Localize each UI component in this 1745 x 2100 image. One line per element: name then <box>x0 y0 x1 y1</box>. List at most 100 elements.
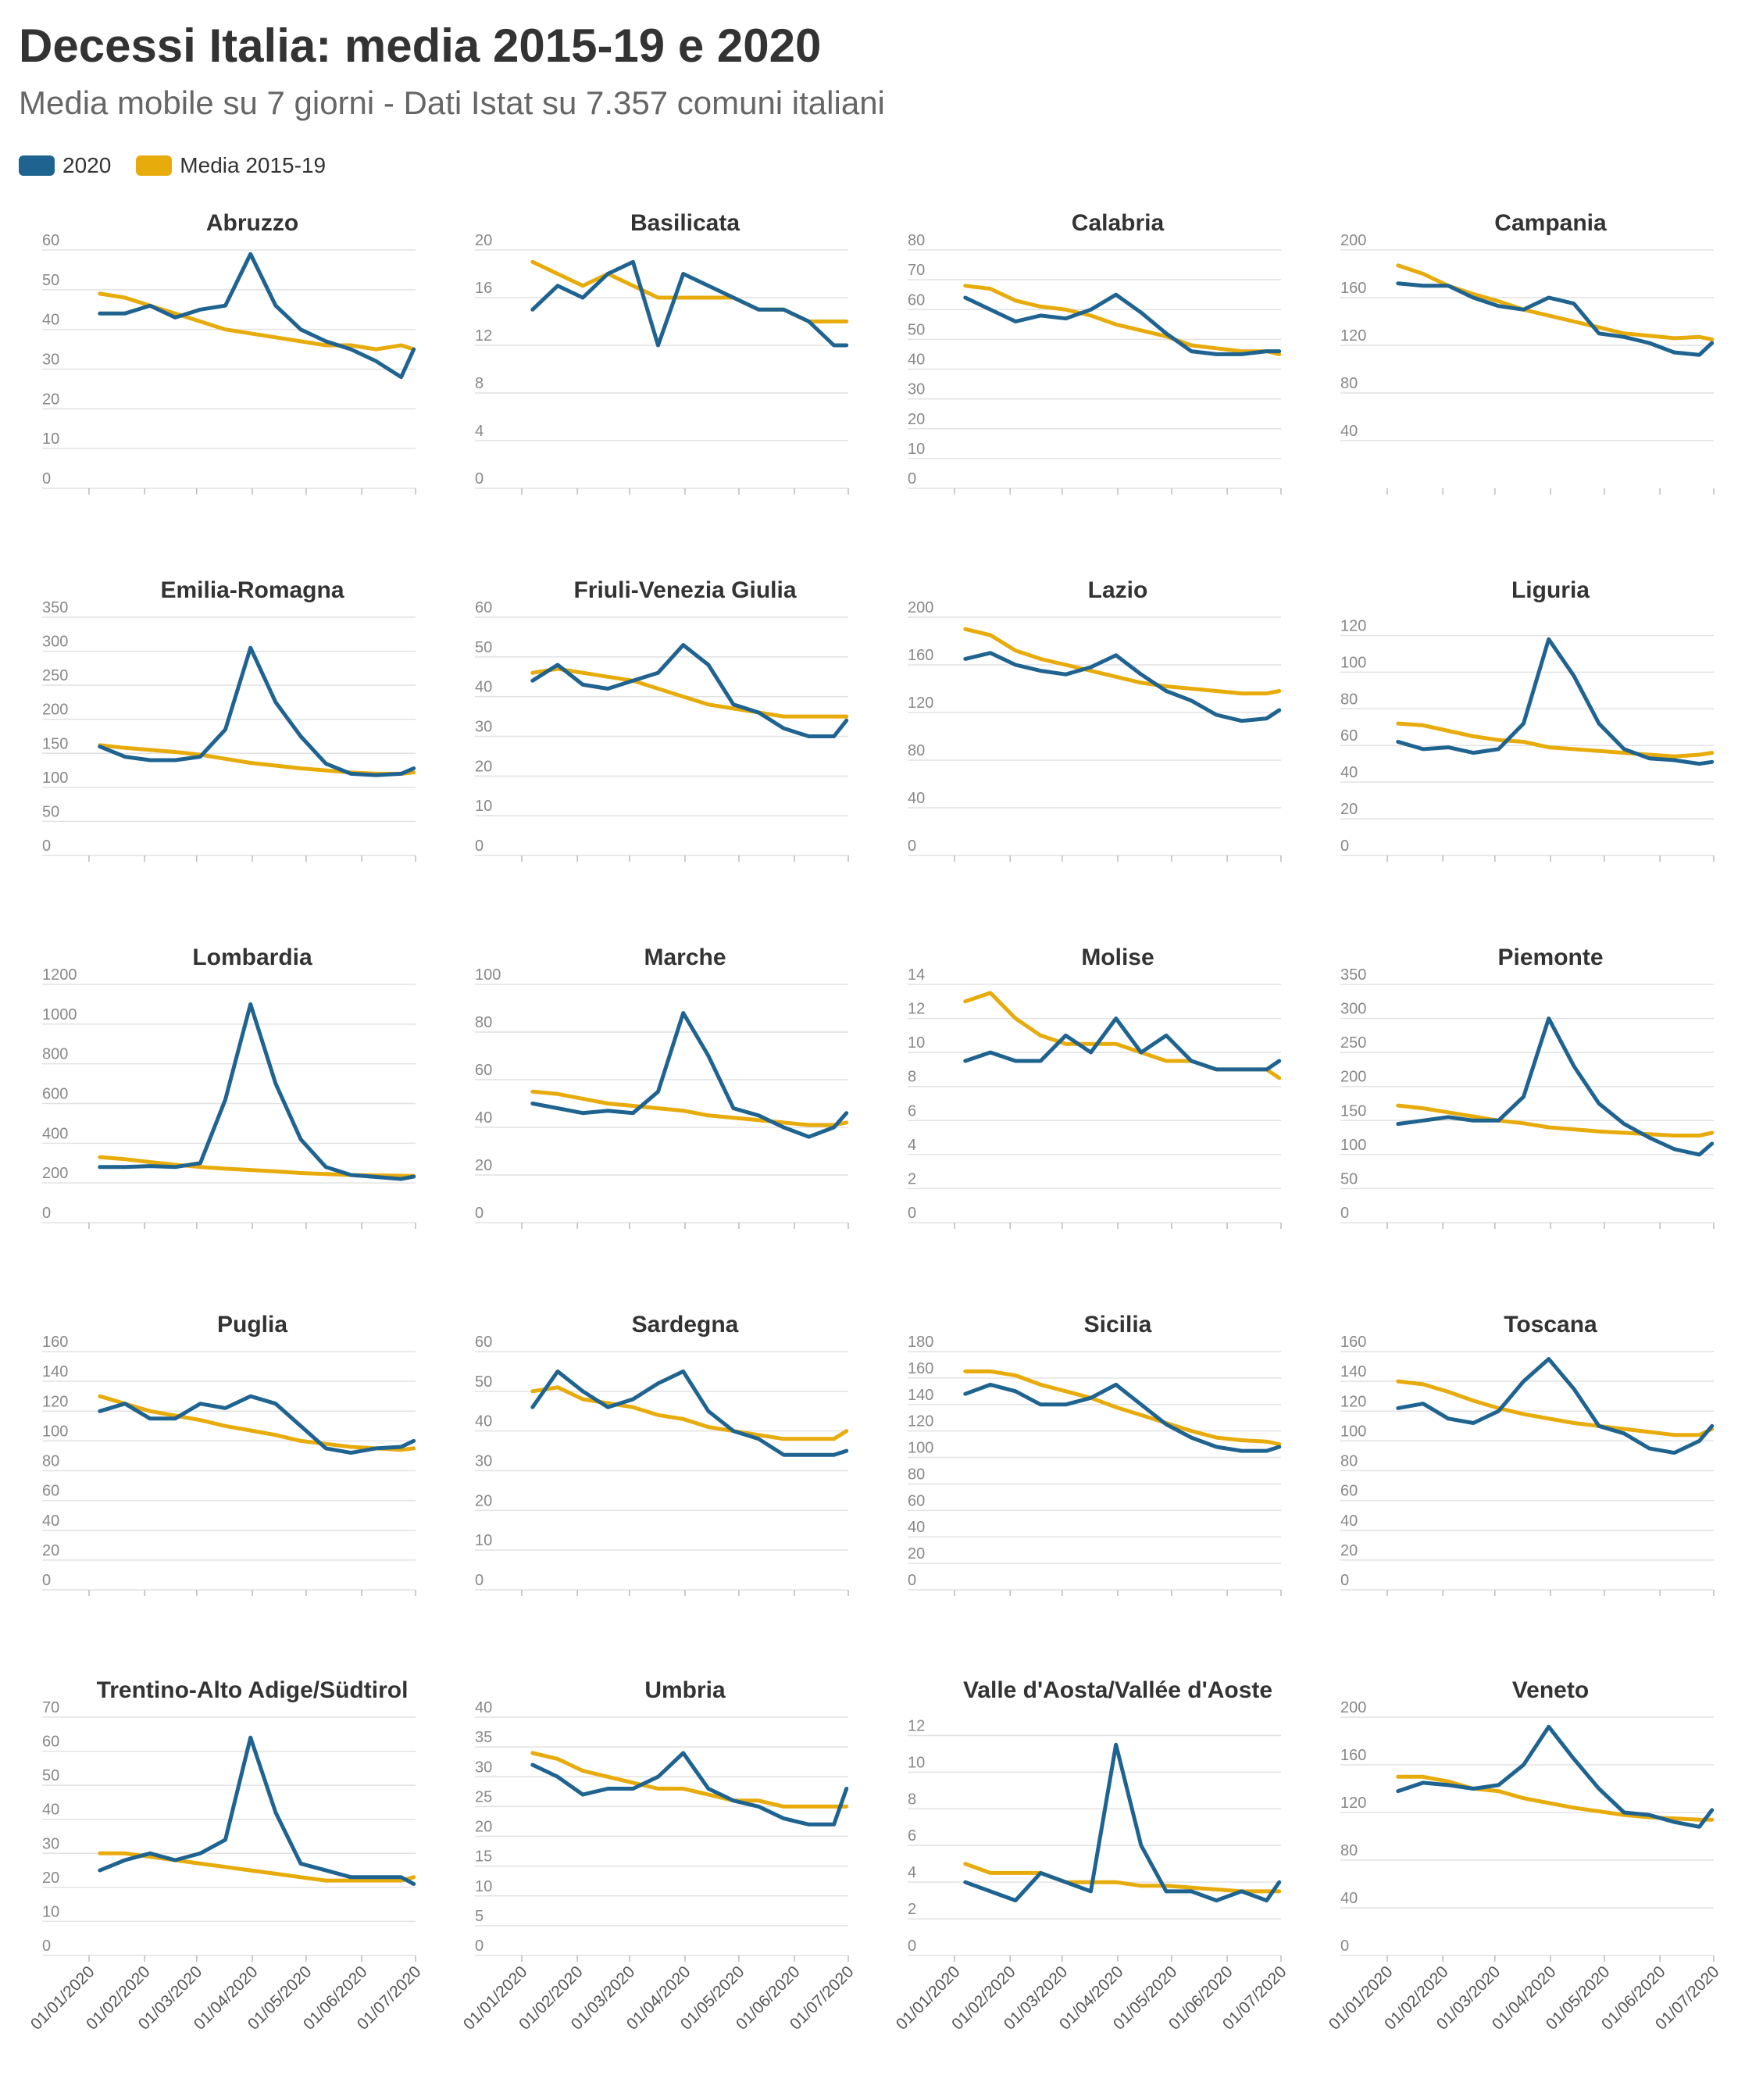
y-tick-label: 0 <box>908 1205 916 1222</box>
panel-title: Toscana <box>1504 1312 1597 1338</box>
y-tick-label: 80 <box>908 1466 925 1483</box>
series-line-media-2015-19 <box>1396 1774 1715 1822</box>
y-tick-label: 50 <box>908 321 925 338</box>
y-tick-label: 6 <box>908 1102 916 1120</box>
panel-friuli-venezia-giulia: Friuli-Venezia Giulia 0 10 20 30 40 50 60 <box>475 577 849 862</box>
series-line-2020 <box>963 651 1282 723</box>
y-tick-label: 10 <box>475 1878 492 1895</box>
y-tick-label: 100 <box>908 1440 933 1457</box>
y-tick-label: 40 <box>908 352 925 369</box>
y-tick-label: 0 <box>42 838 51 855</box>
chart-subtitle: Media mobile su 7 giorni - Dati Istat su… <box>19 84 885 121</box>
y-tick-label: 40 <box>1340 764 1358 781</box>
y-tick-label: 70 <box>908 262 925 279</box>
panel-puglia: Puglia 0 20 40 60 80 100 120 140 160 <box>42 1312 416 1596</box>
legend-label-2020: 2020 <box>62 153 112 177</box>
series-line-2020 <box>963 292 1282 356</box>
y-tick-label: 80 <box>1340 1453 1358 1470</box>
y-tick-label: 100 <box>1340 1137 1366 1154</box>
y-tick-label: 80 <box>908 232 925 249</box>
y-tick-label: 50 <box>475 639 492 656</box>
y-tick-label: 60 <box>475 1062 492 1079</box>
panel-valle-d-aosta-vallee-d-aoste: Valle d'Aosta/Vallée d'Aoste02468101201/… <box>893 1677 1290 2034</box>
y-tick-label: 50 <box>42 272 59 289</box>
y-tick-label: 1200 <box>42 966 77 984</box>
y-tick-label: 25 <box>475 1788 492 1805</box>
y-tick-label: 6 <box>908 1827 916 1845</box>
series-line-2020 <box>1396 1724 1715 1829</box>
panel-trentino-alto-adige-sudtirol: Trentino-Alto Adige/Südtirol 0 10 20 30 40 50 6… <box>27 1677 425 2034</box>
y-tick-label: 250 <box>1340 1034 1366 1052</box>
y-tick-label: 12 <box>475 327 492 345</box>
y-tick-label: 40 <box>1340 423 1358 440</box>
y-tick-label: 0 <box>475 1572 484 1589</box>
panel-title: Lazio <box>1088 577 1148 603</box>
y-tick-label: 10 <box>42 1903 59 1920</box>
panel-lombardia: Lombardia 0 200 400 600 800 1000 1200 <box>42 945 416 1229</box>
panel-title: Basilicata <box>630 210 740 236</box>
y-tick-label: 10 <box>42 430 59 448</box>
series-line-2020 <box>98 252 416 380</box>
y-tick-label: 12 <box>908 1717 925 1734</box>
y-tick-label: 0 <box>475 838 484 855</box>
y-tick-label: 14 <box>908 966 925 984</box>
y-tick-label: 60 <box>1340 727 1358 745</box>
y-tick-label: 200 <box>42 1165 68 1182</box>
y-tick-label: 40 <box>42 312 59 329</box>
y-tick-label: 160 <box>908 1360 933 1377</box>
series-line-media-2015-19 <box>530 1751 849 1809</box>
y-tick-label: 30 <box>475 1453 492 1470</box>
series-line-media-2015-19 <box>963 627 1282 696</box>
y-tick-label: 70 <box>42 1699 59 1716</box>
series-line-2020 <box>530 1751 849 1827</box>
panel-title: Molise <box>1081 945 1154 970</box>
y-tick-label: 100 <box>475 966 501 984</box>
panel-title: Puglia <box>217 1312 287 1338</box>
y-tick-label: 4 <box>908 1137 916 1154</box>
y-tick-label: 120 <box>1340 617 1366 634</box>
y-tick-label: 15 <box>475 1848 492 1866</box>
y-tick-label: 120 <box>908 695 933 712</box>
y-tick-label: 0 <box>42 1938 51 1955</box>
y-tick-label: 350 <box>42 599 68 616</box>
y-tick-label: 0 <box>908 470 916 488</box>
series-line-2020 <box>98 1394 416 1455</box>
panel-toscana: Toscana 0 20 40 60 80 100 120 140 160 <box>1340 1312 1715 1596</box>
y-tick-label: 40 <box>42 1802 59 1819</box>
series-line-media-2015-19 <box>530 259 849 323</box>
panel-title: Marche <box>644 945 726 970</box>
panel-title: Valle d'Aosta/Vallée d'Aoste <box>963 1677 1272 1703</box>
series-line-2020 <box>530 1369 849 1457</box>
y-tick-label: 300 <box>1340 1001 1366 1018</box>
y-tick-label: 100 <box>1340 654 1366 671</box>
y-tick-label: 4 <box>908 1864 916 1881</box>
y-tick-label: 4 <box>475 423 484 440</box>
y-tick-label: 20 <box>475 1157 492 1174</box>
y-tick-label: 50 <box>1340 1170 1358 1188</box>
panel-piemonte: Piemonte 0 50 100 150 200 250 300 350 <box>1340 945 1715 1229</box>
series-line-2020 <box>1396 1016 1715 1157</box>
y-tick-label: 60 <box>475 1334 492 1351</box>
legend-swatch-2020 <box>19 155 55 176</box>
panel-calabria: Calabria 0 10 20 30 40 50 60 70 80 <box>908 210 1282 495</box>
series-line-2020 <box>98 1735 416 1886</box>
y-tick-label: 0 <box>1340 1572 1349 1589</box>
chart-title: Decessi Italia: media 2015-19 e 2020 <box>19 20 822 72</box>
y-tick-label: 60 <box>42 1734 59 1751</box>
y-tick-label: 160 <box>908 647 933 664</box>
y-tick-label: 80 <box>42 1453 59 1470</box>
y-tick-label: 10 <box>908 1754 925 1771</box>
y-tick-label: 5 <box>475 1908 484 1925</box>
series-line-media-2015-19 <box>530 1089 849 1127</box>
series-line-2020 <box>98 645 416 777</box>
y-tick-label: 100 <box>42 770 68 787</box>
y-tick-label: 40 <box>475 1413 492 1430</box>
panel-veneto: Veneto0408012016020001/01/202001/02/2020… <box>1326 1677 1723 2034</box>
y-tick-label: 250 <box>42 667 68 684</box>
y-tick-label: 10 <box>908 1034 925 1052</box>
legend-item-2020: 2020 <box>19 153 111 178</box>
y-tick-label: 20 <box>1340 1542 1358 1559</box>
y-tick-label: 12 <box>908 1001 925 1018</box>
y-tick-label: 160 <box>1340 1334 1366 1351</box>
y-tick-label: 30 <box>908 381 925 398</box>
